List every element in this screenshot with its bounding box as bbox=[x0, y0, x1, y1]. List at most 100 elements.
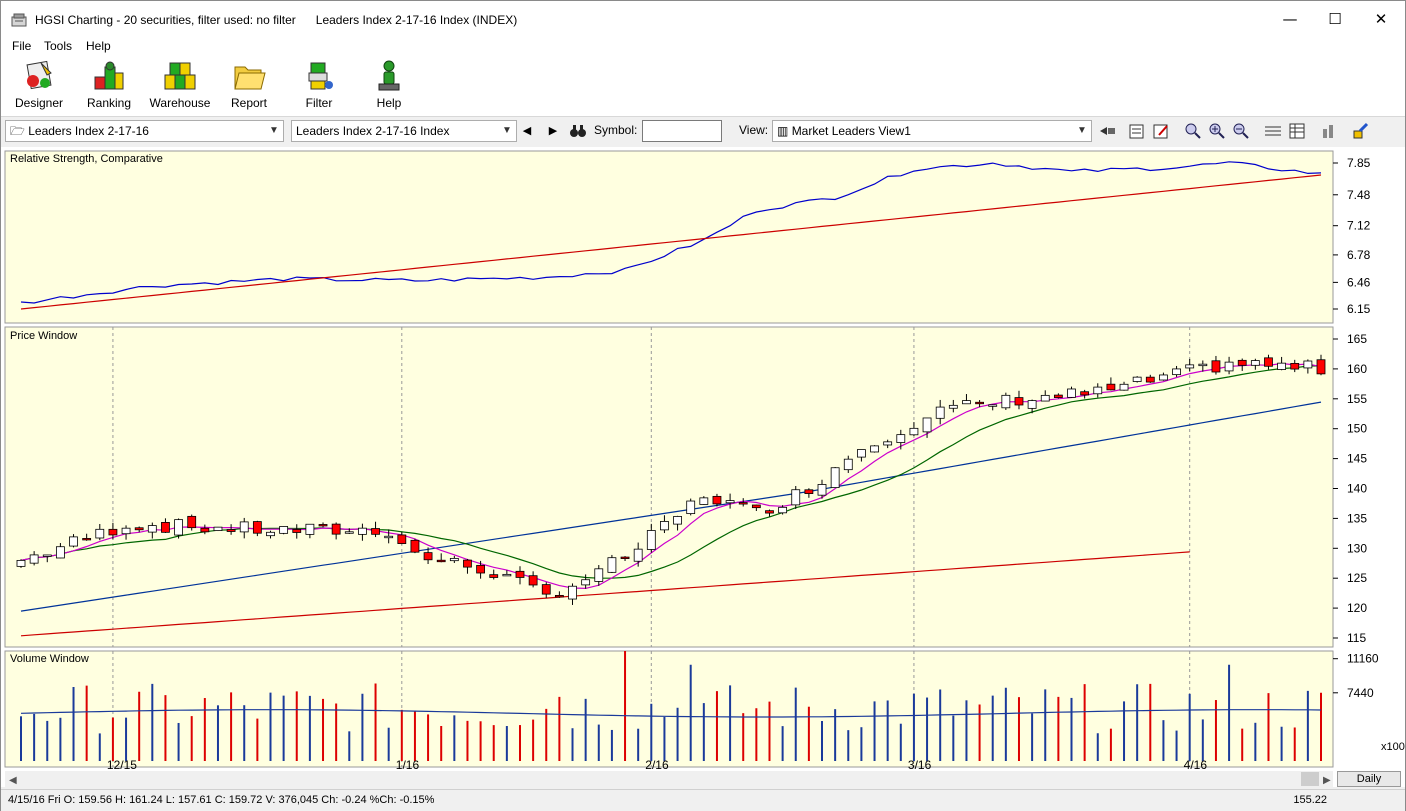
price-candle[interactable] bbox=[384, 535, 394, 539]
price-candle[interactable] bbox=[804, 489, 814, 494]
price-candle[interactable] bbox=[1106, 383, 1116, 391]
price-candle[interactable] bbox=[1224, 361, 1234, 372]
price-candle[interactable] bbox=[331, 523, 341, 535]
price-candle[interactable] bbox=[463, 559, 472, 568]
price-candle[interactable] bbox=[594, 568, 604, 582]
price-candle[interactable] bbox=[449, 557, 459, 562]
price-candle[interactable] bbox=[620, 556, 630, 559]
report-button[interactable]: Report bbox=[216, 57, 282, 115]
warehouse-button[interactable]: Warehouse bbox=[147, 57, 213, 115]
edit-properties-icon[interactable] bbox=[1151, 121, 1171, 141]
price-candle[interactable] bbox=[1027, 400, 1037, 409]
price-candle[interactable] bbox=[870, 445, 879, 453]
price-candle[interactable] bbox=[1172, 368, 1181, 376]
indicator-lines-icon[interactable] bbox=[1263, 121, 1283, 141]
price-candle[interactable] bbox=[1159, 374, 1168, 381]
price-candle[interactable] bbox=[778, 506, 788, 514]
period-daily-button[interactable]: Daily bbox=[1337, 771, 1401, 787]
menu-tools[interactable]: Tools bbox=[44, 39, 73, 53]
price-candle[interactable] bbox=[397, 534, 407, 544]
zoom-out-icon[interactable] bbox=[1231, 121, 1251, 141]
menu-help[interactable]: Help bbox=[86, 39, 111, 53]
price-candle[interactable] bbox=[344, 531, 354, 534]
price-candle[interactable] bbox=[200, 527, 210, 533]
minimize-button[interactable]: — bbox=[1282, 10, 1298, 28]
price-candle[interactable] bbox=[134, 527, 144, 531]
price-candle[interactable] bbox=[147, 525, 157, 533]
price-candle[interactable] bbox=[266, 531, 275, 537]
bar-chart-icon[interactable] bbox=[1319, 121, 1339, 141]
price-candle[interactable] bbox=[502, 573, 512, 577]
price-candle[interactable] bbox=[358, 527, 367, 535]
price-candle[interactable] bbox=[988, 404, 998, 407]
price-candle[interactable] bbox=[843, 458, 853, 471]
price-candle[interactable] bbox=[528, 575, 538, 586]
zoom-icon[interactable] bbox=[1183, 121, 1203, 141]
properties-icon[interactable] bbox=[1127, 121, 1147, 141]
price-candle[interactable] bbox=[554, 594, 564, 598]
price-candle[interactable] bbox=[909, 427, 919, 436]
price-candle[interactable] bbox=[646, 530, 656, 550]
symbol-input[interactable] bbox=[642, 120, 722, 142]
price-candle[interactable] bbox=[29, 554, 39, 564]
price-candle[interactable] bbox=[1093, 386, 1103, 395]
price-candle[interactable] bbox=[1001, 394, 1011, 409]
price-candle[interactable] bbox=[975, 401, 984, 405]
next-security-button[interactable]: ▶ bbox=[548, 125, 558, 137]
chart-area[interactable]: 12/15 1/16 2/16 3/16 4/16 7.85 7.48 7.12 6.78 6.4… bbox=[1, 147, 1405, 787]
previous-security-button[interactable]: ◀ bbox=[522, 125, 532, 137]
price-candle[interactable] bbox=[568, 585, 577, 600]
price-candle[interactable] bbox=[108, 528, 118, 536]
price-candle[interactable] bbox=[1040, 394, 1050, 402]
price-candle[interactable] bbox=[962, 400, 971, 405]
price-candle[interactable] bbox=[42, 554, 52, 557]
designer-button[interactable]: Designer bbox=[6, 57, 72, 115]
price-candle[interactable] bbox=[883, 441, 893, 446]
price-candle[interactable] bbox=[82, 538, 92, 541]
price-candle[interactable] bbox=[252, 521, 262, 534]
price-candle[interactable] bbox=[1316, 359, 1326, 375]
price-candle[interactable] bbox=[1303, 360, 1313, 369]
price-candle[interactable] bbox=[371, 528, 380, 535]
price-candle[interactable] bbox=[660, 521, 669, 531]
chart-canvas[interactable]: 12/15 1/16 2/16 3/16 4/16 7.85 7.48 7.12 6.78 6.4… bbox=[1, 147, 1405, 771]
price-candle[interactable] bbox=[1277, 362, 1287, 370]
price-candle[interactable] bbox=[541, 584, 551, 595]
price-candle[interactable] bbox=[712, 495, 722, 505]
price-candle[interactable] bbox=[55, 546, 65, 559]
price-candle[interactable] bbox=[791, 489, 801, 506]
view-combo[interactable]: ▥ Market Leaders View1 ▼ bbox=[772, 120, 1092, 142]
price-candle[interactable] bbox=[1264, 357, 1273, 367]
menu-file[interactable]: File bbox=[12, 39, 32, 53]
price-candle[interactable] bbox=[751, 504, 761, 509]
price-candle[interactable] bbox=[738, 502, 748, 505]
price-candle[interactable] bbox=[922, 417, 932, 433]
price-candle[interactable] bbox=[16, 559, 26, 567]
price-candle[interactable] bbox=[1014, 397, 1024, 406]
close-button[interactable]: ✕ bbox=[1374, 10, 1388, 28]
binoculars-icon[interactable] bbox=[568, 121, 588, 141]
scroll-thumb[interactable] bbox=[1301, 772, 1319, 786]
price-candle[interactable] bbox=[935, 406, 945, 419]
price-candle[interactable] bbox=[318, 524, 328, 527]
price-candle[interactable] bbox=[633, 548, 643, 562]
price-candle[interactable] bbox=[1250, 360, 1260, 366]
price-candle[interactable] bbox=[69, 536, 78, 547]
price-candle[interactable] bbox=[1053, 394, 1063, 398]
price-candle[interactable] bbox=[187, 515, 197, 529]
price-candle[interactable] bbox=[1067, 388, 1076, 398]
price-candle[interactable] bbox=[1290, 362, 1300, 370]
price-candle[interactable] bbox=[607, 557, 617, 573]
price-candle[interactable] bbox=[423, 552, 433, 561]
price-candle[interactable] bbox=[581, 579, 591, 586]
price-candle[interactable] bbox=[95, 528, 105, 539]
price-candle[interactable] bbox=[213, 526, 223, 531]
price-candle[interactable] bbox=[765, 510, 774, 514]
paint-icon[interactable] bbox=[1351, 121, 1371, 141]
price-candle[interactable] bbox=[279, 526, 289, 534]
price-candle[interactable] bbox=[1080, 391, 1090, 396]
price-candle[interactable] bbox=[1198, 363, 1208, 367]
price-candle[interactable] bbox=[857, 449, 866, 458]
table-icon[interactable] bbox=[1287, 121, 1307, 141]
horizontal-scrollbar[interactable]: ◀ ▶ bbox=[5, 771, 1333, 787]
